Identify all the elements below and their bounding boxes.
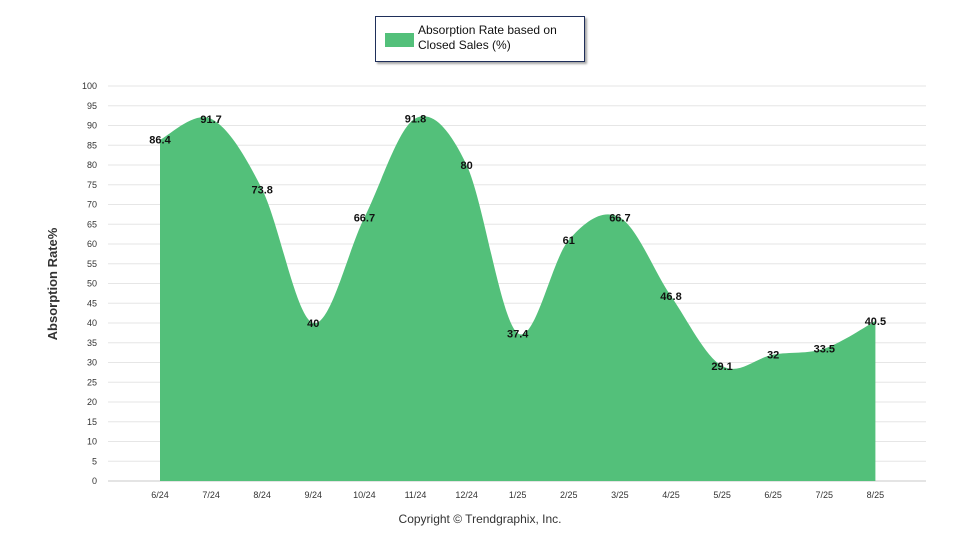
y-tick-label: 20 [87,397,97,407]
data-label: 66.7 [609,213,630,225]
x-tick-label: 12/24 [455,490,478,500]
x-tick-label: 9/24 [305,490,323,500]
data-label: 80 [460,160,472,172]
y-tick-label: 45 [87,298,97,308]
y-axis-title: Absorption Rate% [45,227,60,340]
data-label: 66.7 [354,213,375,225]
y-tick-label: 30 [87,358,97,368]
x-tick-label: 8/25 [867,490,885,500]
area-series [160,116,876,481]
data-label: 37.4 [507,328,529,340]
y-tick-label: 75 [87,180,97,190]
y-tick-label: 90 [87,121,97,131]
x-tick-label: 10/24 [353,490,376,500]
data-label: 73.8 [251,184,272,196]
data-label: 33.5 [814,344,835,356]
x-tick-label: 3/25 [611,490,629,500]
x-tick-label: 6/25 [764,490,782,500]
y-tick-label: 65 [87,219,97,229]
x-tick-label: 7/25 [816,490,834,500]
y-tick-label: 60 [87,239,97,249]
y-tick-label: 85 [87,140,97,150]
x-tick-label: 4/25 [662,490,680,500]
x-tick-label: 6/24 [151,490,169,500]
x-tick-label: 8/24 [253,490,271,500]
y-tick-label: 50 [87,279,97,289]
chart-legend: Absorption Rate based on Closed Sales (%… [375,16,585,62]
y-tick-label: 5 [92,456,97,466]
y-tick-label: 70 [87,200,97,210]
y-tick-label: 0 [92,476,97,486]
x-tick-label: 1/25 [509,490,527,500]
data-label: 61 [563,235,575,247]
x-tick-label: 2/25 [560,490,578,500]
y-tick-label: 95 [87,101,97,111]
y-tick-label: 10 [87,437,97,447]
x-tick-label: 5/25 [713,490,731,500]
x-tick-label: 7/24 [202,490,220,500]
y-tick-label: 80 [87,160,97,170]
data-label: 91.8 [405,113,426,125]
data-label: 46.8 [660,291,681,303]
data-label: 40.5 [865,316,886,328]
legend-swatch [385,33,414,47]
data-label: 29.1 [711,361,732,373]
legend-label: Absorption Rate based on Closed Sales (%… [418,23,557,52]
copyright-footer: Copyright © Trendgraphix, Inc. [398,512,562,526]
y-tick-label: 100 [82,81,97,91]
x-tick-label: 11/24 [405,490,427,500]
data-label: 40 [307,318,319,330]
y-tick-label: 25 [87,377,97,387]
y-tick-label: 55 [87,259,97,269]
data-label: 86.4 [149,135,171,147]
y-tick-label: 40 [87,318,97,328]
data-label: 91.7 [200,114,221,126]
y-tick-label: 35 [87,338,97,348]
y-tick-label: 15 [87,417,97,427]
data-label: 32 [767,350,779,362]
